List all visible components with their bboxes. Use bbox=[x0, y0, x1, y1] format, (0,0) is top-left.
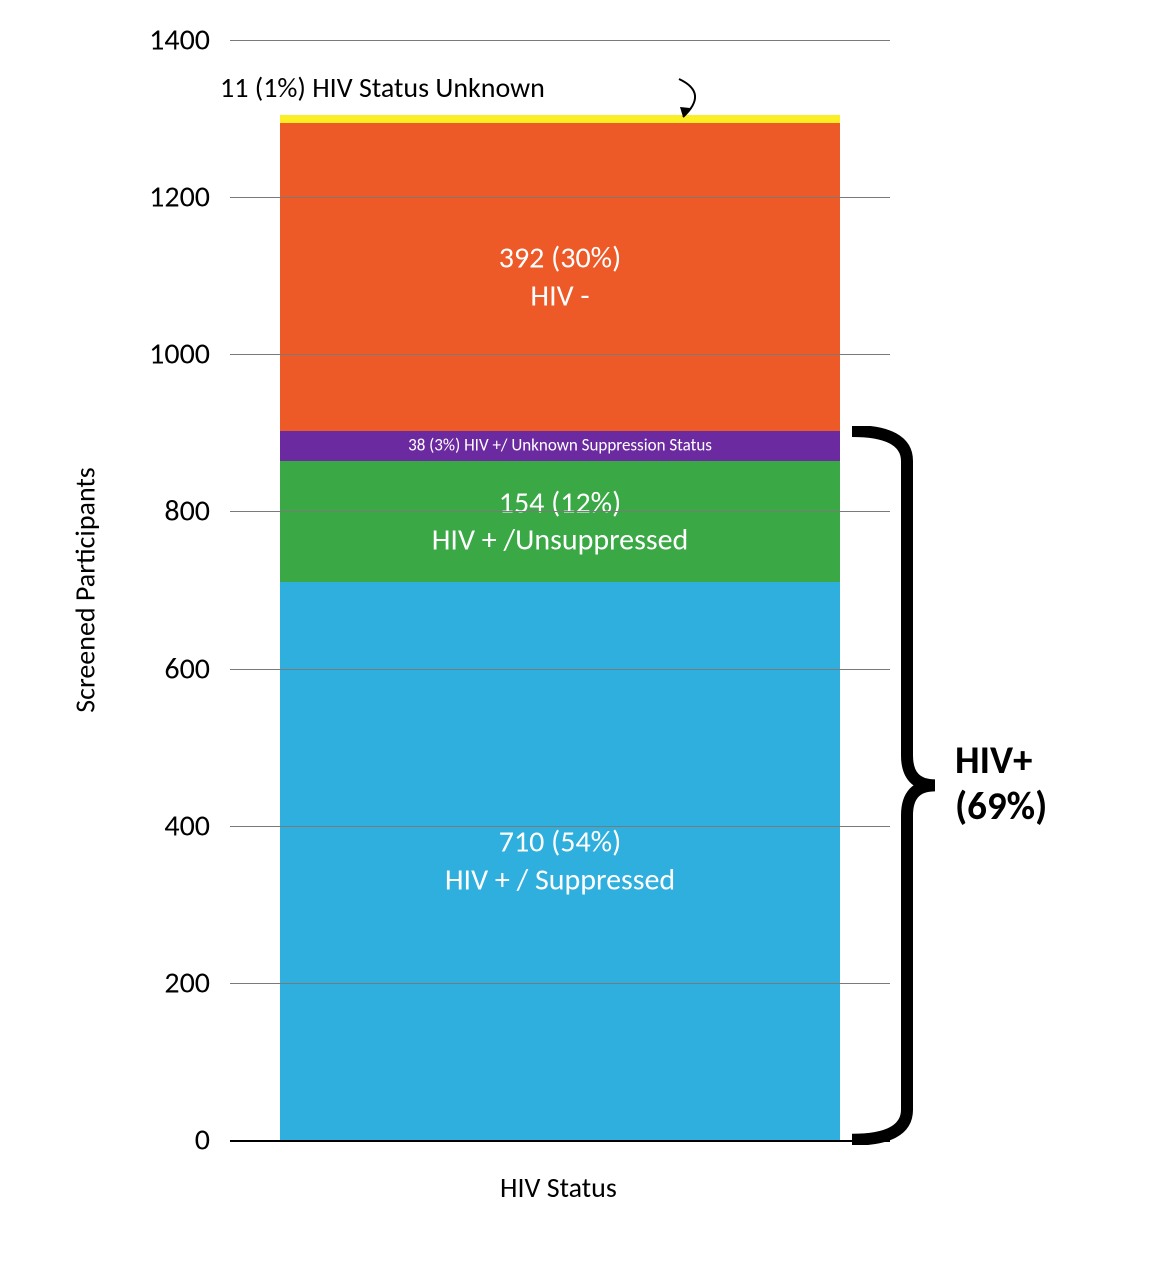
y-axis-title: Screened Participants bbox=[68, 467, 103, 712]
segment-hiv_unknown bbox=[280, 115, 840, 124]
hiv-positive-brace-label: HIV+ (69%) bbox=[955, 738, 1047, 832]
segment-label: 710 (54%)HIV + / Suppressed bbox=[280, 824, 840, 899]
plot-area: 710 (54%)HIV + / Suppressed 154 (12%)HIV … bbox=[230, 40, 890, 1142]
gridline bbox=[230, 826, 890, 827]
ytick-label: 200 bbox=[164, 964, 230, 1001]
gridline bbox=[230, 354, 890, 355]
ytick-label: 800 bbox=[164, 493, 230, 530]
stacked-bar: 710 (54%)HIV + / Suppressed 154 (12%)HIV … bbox=[280, 40, 840, 1140]
gridline bbox=[230, 511, 890, 512]
ytick-label: 0 bbox=[195, 1122, 230, 1159]
ytick-label: 1400 bbox=[149, 22, 230, 59]
segment-unsuppressed: 154 (12%)HIV + /Unsuppressed bbox=[280, 461, 840, 582]
chart-stage: Screened Participants 710 (54%)HIV + / S… bbox=[0, 0, 1173, 1279]
gridline bbox=[230, 669, 890, 670]
ytick-label: 400 bbox=[164, 807, 230, 844]
top-annotation: 11 (1%) HIV Status Unknown bbox=[220, 70, 545, 105]
segment-unknown_supp: 38 (3%) HIV +/ Unknown Suppression Statu… bbox=[280, 431, 840, 461]
segment-label: 154 (12%)HIV + /Unsuppressed bbox=[280, 484, 840, 559]
segment-label: 38 (3%) HIV +/ Unknown Suppression Statu… bbox=[280, 435, 840, 456]
segment-label: 392 (30%)HIV - bbox=[280, 240, 840, 315]
brace-label-line2: (69%) bbox=[955, 783, 1047, 830]
gridline bbox=[230, 983, 890, 984]
x-axis-title: HIV Status bbox=[500, 1170, 617, 1205]
gridline bbox=[230, 40, 890, 41]
gridline bbox=[230, 197, 890, 198]
ytick-label: 1200 bbox=[149, 179, 230, 216]
brace-label-line1: HIV+ bbox=[955, 737, 1033, 784]
ytick-label: 600 bbox=[164, 650, 230, 687]
ytick-label: 1000 bbox=[149, 336, 230, 373]
segment-hiv_neg: 392 (30%)HIV - bbox=[280, 123, 840, 431]
segment-suppressed: 710 (54%)HIV + / Suppressed bbox=[280, 582, 840, 1140]
